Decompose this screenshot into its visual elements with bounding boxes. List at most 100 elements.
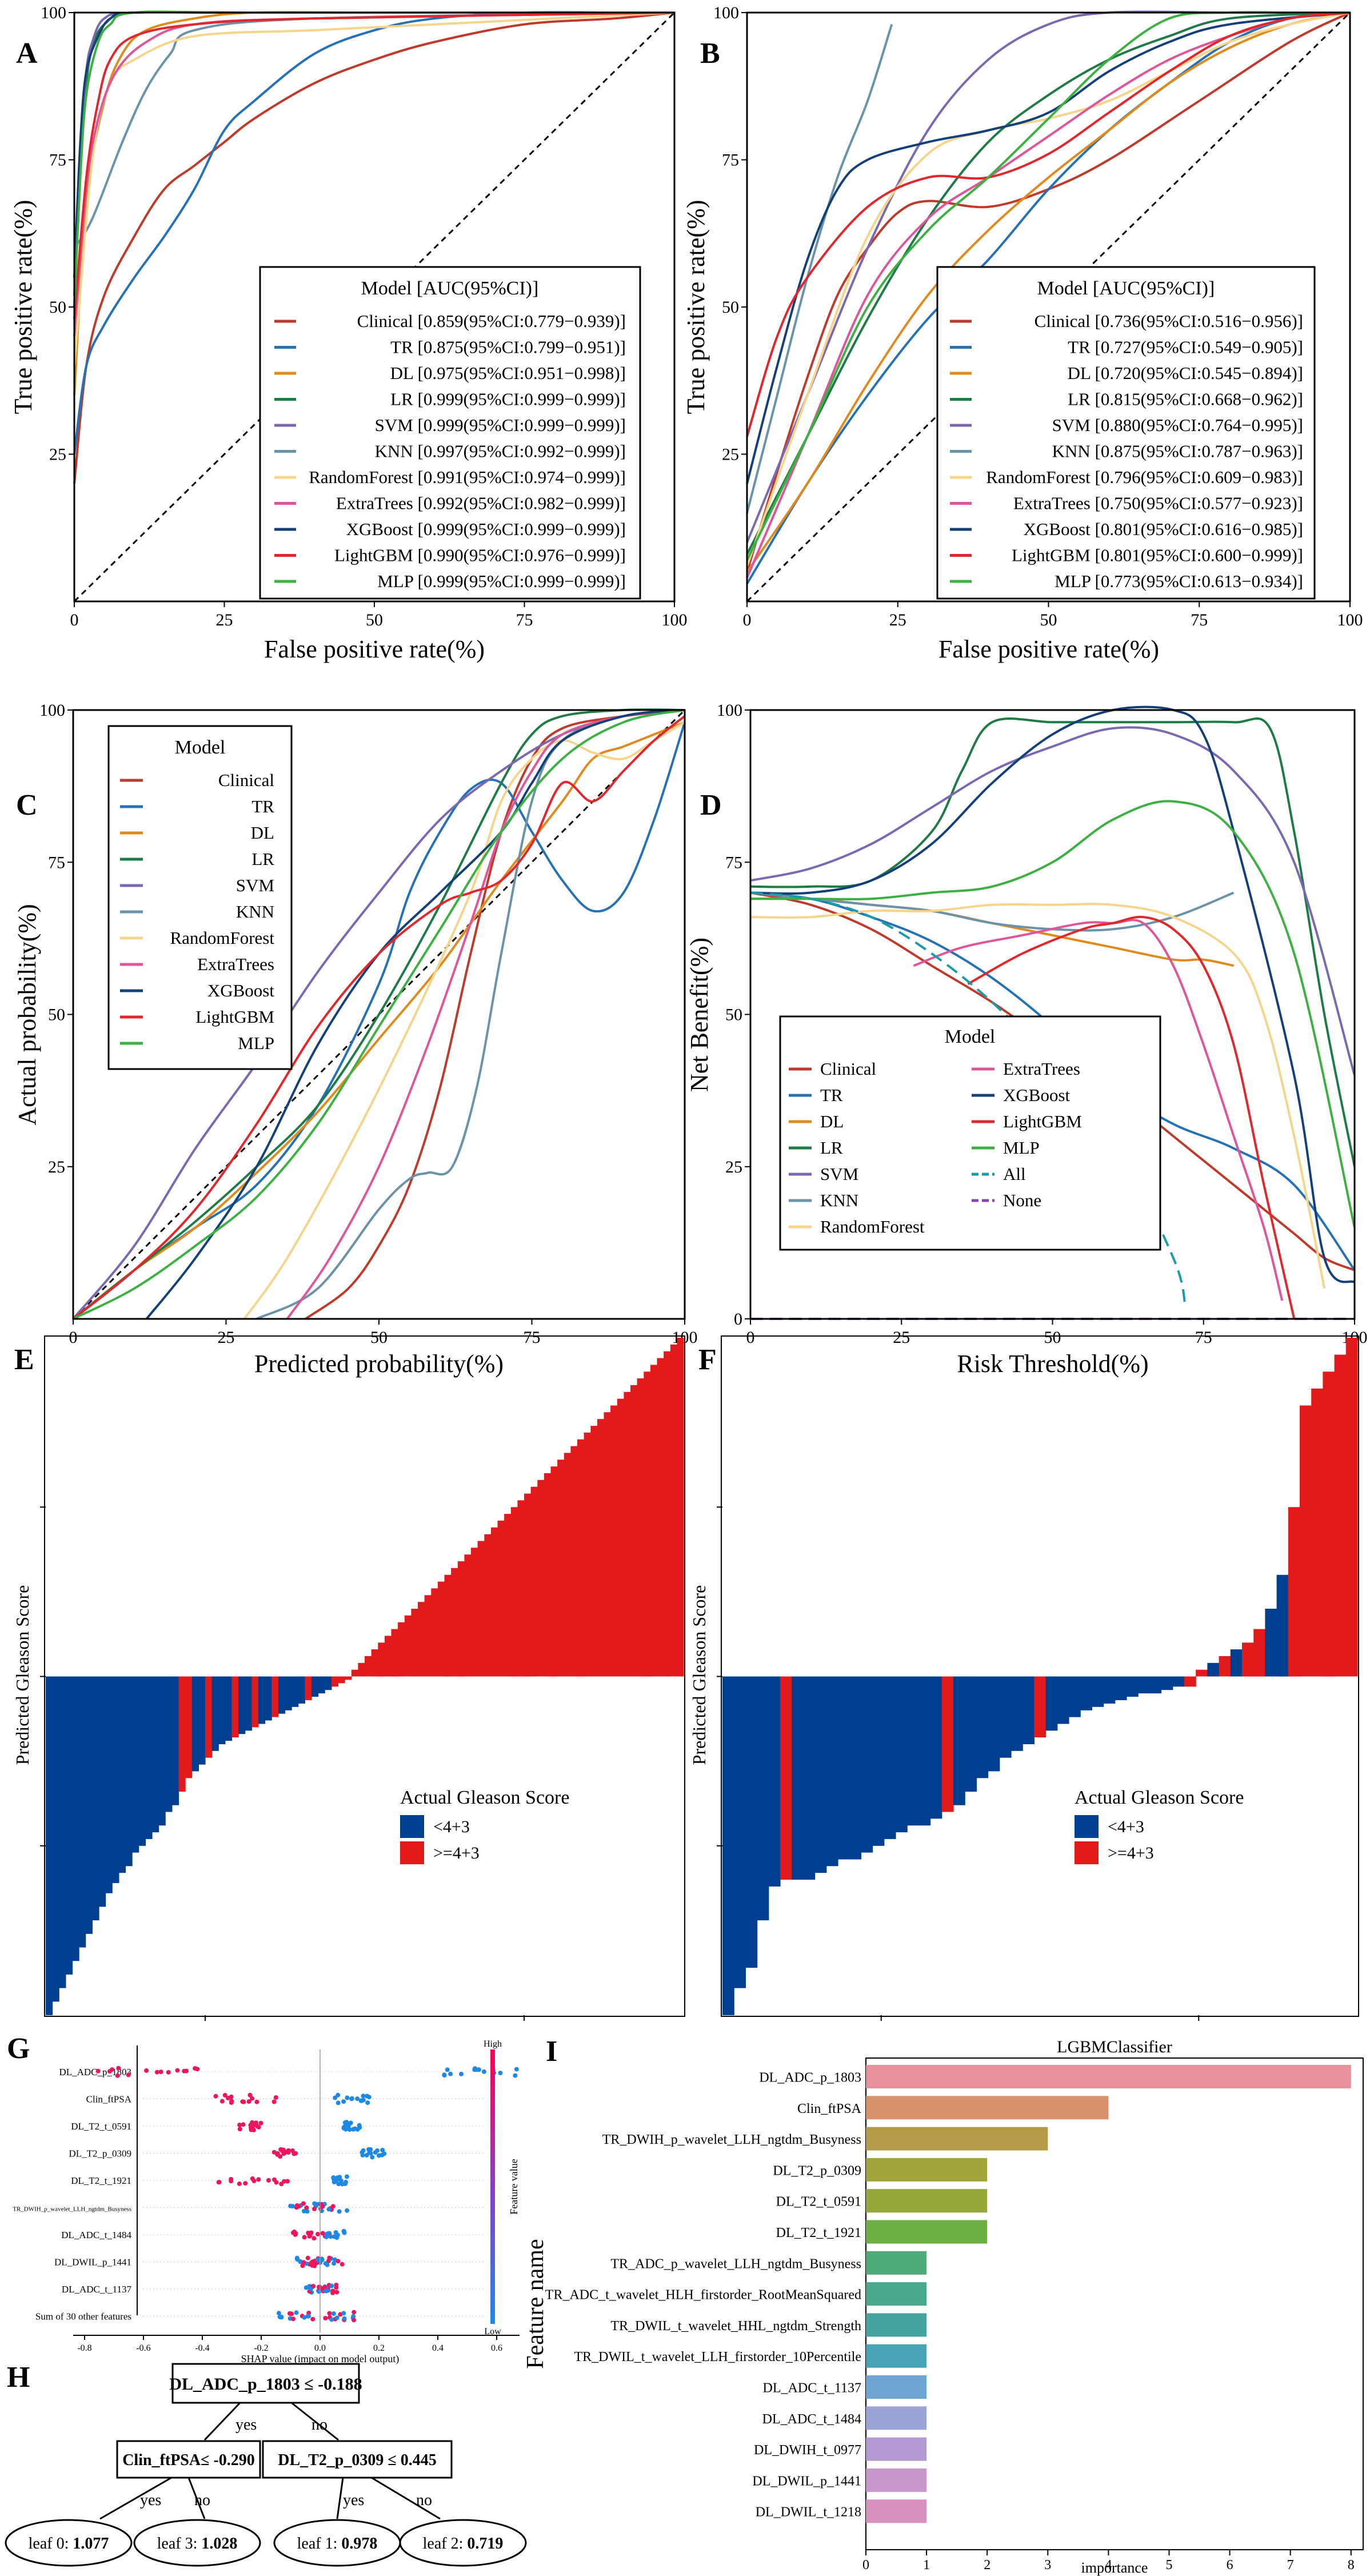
waterfall-bar	[610, 1405, 618, 1677]
shap-dot	[333, 2230, 338, 2235]
waterfall-bar	[803, 1676, 816, 1880]
legend-f: Actual Gleason Score <4+3 >=4+3	[1075, 1787, 1244, 1864]
importance-bar	[866, 2251, 927, 2275]
shap-dot	[258, 2120, 263, 2126]
shap-dot	[243, 2181, 248, 2186]
waterfall-bar	[497, 1520, 505, 1677]
x-tick-label: 1	[923, 2558, 930, 2573]
shap-dot	[368, 2147, 373, 2152]
x-tick-label: 100	[1337, 611, 1363, 629]
legend-box-a	[259, 266, 641, 600]
waterfall-bar	[907, 1676, 919, 1826]
shap-dot	[334, 2315, 339, 2320]
legend-label-svm: SVM [0.999(95%CI:0.999−0.999)]	[375, 415, 626, 435]
waterfall-bar	[524, 1493, 532, 1677]
y-axis-label-a: True positive rate(%)	[9, 200, 37, 414]
waterfall-bar	[550, 1466, 558, 1677]
waterfall-bar	[1242, 1642, 1254, 1677]
shap-dot	[345, 2208, 350, 2213]
series-line-lr	[72, 708, 685, 1320]
waterfall-bar	[185, 1676, 193, 1779]
y-tick-label: 50	[722, 298, 739, 317]
series-line-xgboost	[750, 705, 1356, 1283]
waterfall-bar	[132, 1676, 139, 1853]
shap-dot	[237, 2123, 242, 2127]
shap-dot	[324, 2235, 329, 2239]
legend-label-all: All	[1003, 1164, 1026, 1184]
x-tick-label: -0.8	[77, 2343, 91, 2353]
waterfall-bar	[118, 1676, 126, 1873]
series-line-lr	[746, 11, 1351, 555]
panel-label-a: A	[16, 37, 38, 70]
x-tick-label: 50	[1044, 1328, 1061, 1347]
legend-label-tr: TR [0.727(95%CI:0.549−0.905)]	[1068, 337, 1303, 357]
shap-dot	[329, 2283, 334, 2288]
legend-label-class: <4+3	[433, 1817, 470, 1836]
waterfall-bar	[85, 1676, 93, 1934]
tree-leaf-3-text: leaf 3: 1.028	[157, 2535, 238, 2553]
shap-dot	[481, 2069, 486, 2074]
tree-edge-yes-3: yes	[343, 2491, 364, 2509]
y-tick-label: 75	[725, 853, 742, 872]
waterfall-bar	[338, 1676, 345, 1684]
shap-dot	[241, 2122, 246, 2127]
feature-label: Clin_ftPSA	[797, 2102, 862, 2116]
legend-label-lr: LR	[251, 849, 274, 869]
waterfall-bar	[331, 1676, 339, 1687]
shap-dot	[266, 2178, 271, 2183]
series-line-randomforest	[243, 721, 686, 1320]
waterfall-bar	[125, 1676, 133, 1867]
legend-label-randomforest: RandomForest	[170, 928, 274, 948]
y-axis-label-f: Predicted Gleason Score	[689, 1585, 709, 1765]
legend-label-extratrees: ExtraTrees [0.750(95%CI:0.577−0.923)]	[1013, 493, 1303, 513]
legend-c: Model Clinical TR DL LR SVM KNN RandomForest Ex…	[107, 725, 293, 1070]
series-line-randomforest	[750, 903, 1326, 1289]
legend-title-c: Model	[175, 737, 226, 758]
shap-dot	[323, 2316, 328, 2320]
x-tick-label: -0.4	[195, 2343, 209, 2353]
waterfall-bar	[271, 1676, 279, 1717]
waterfall-bar	[530, 1486, 538, 1677]
x-tick-label: 0.0	[314, 2343, 326, 2353]
waterfall-bar	[670, 1344, 677, 1677]
shap-dot	[158, 2069, 163, 2075]
feature-label: TR_DWIH_p_wavelet_LLH_ngtdm_Busyness	[602, 2132, 861, 2147]
reference-diagonal	[73, 11, 676, 603]
x-axis-label-b: False positive rate(%)	[938, 635, 1159, 663]
waterfall-bar	[826, 1676, 838, 1867]
shap-dot	[459, 2071, 464, 2076]
waterfall-bar	[557, 1460, 565, 1677]
legend-label-extratrees: ExtraTrees	[1003, 1059, 1080, 1079]
shap-dot	[328, 2234, 333, 2239]
waterfall-bar	[1127, 1676, 1139, 1697]
waterfall-bar	[457, 1561, 465, 1677]
shap-dot	[360, 2098, 365, 2103]
shap-dot	[335, 2100, 341, 2106]
legend-label-extratrees: ExtraTrees	[197, 954, 274, 974]
legend-label-lightgbm: LightGBM	[1003, 1111, 1082, 1131]
waterfall-bar	[722, 1676, 734, 2015]
waterfall-bar	[1149, 1676, 1162, 1694]
shap-dot	[331, 2175, 336, 2180]
shap-dot	[361, 2148, 366, 2153]
waterfall-bar	[644, 1371, 651, 1677]
legend-label-lr: LR	[820, 1138, 843, 1158]
panel-label-b: B	[700, 37, 720, 70]
waterfall-bar	[490, 1527, 498, 1677]
shap-dot	[334, 2283, 339, 2287]
legend-label-xgboost: XGBoost [0.999(95%CI:0.999−0.999)]	[346, 519, 626, 539]
legend-label-knn: KNN [0.875(95%CI:0.787−0.963)]	[1052, 441, 1303, 461]
waterfall-bar	[225, 1676, 233, 1741]
waterfall-bar	[138, 1676, 146, 1846]
y-tick-label: 100	[39, 701, 65, 720]
waterfall-bar	[444, 1574, 452, 1677]
x-tick-label: 25	[216, 611, 233, 629]
waterfall-bar	[570, 1446, 578, 1677]
x-tick-label: 7	[1287, 2558, 1294, 2573]
waterfall-bar	[792, 1676, 804, 1880]
waterfall-bar	[218, 1676, 226, 1744]
shap-dot	[254, 2099, 259, 2104]
waterfall-bar	[537, 1480, 545, 1677]
waterfall-bar	[59, 1676, 66, 1988]
shap-dot	[498, 2071, 503, 2076]
